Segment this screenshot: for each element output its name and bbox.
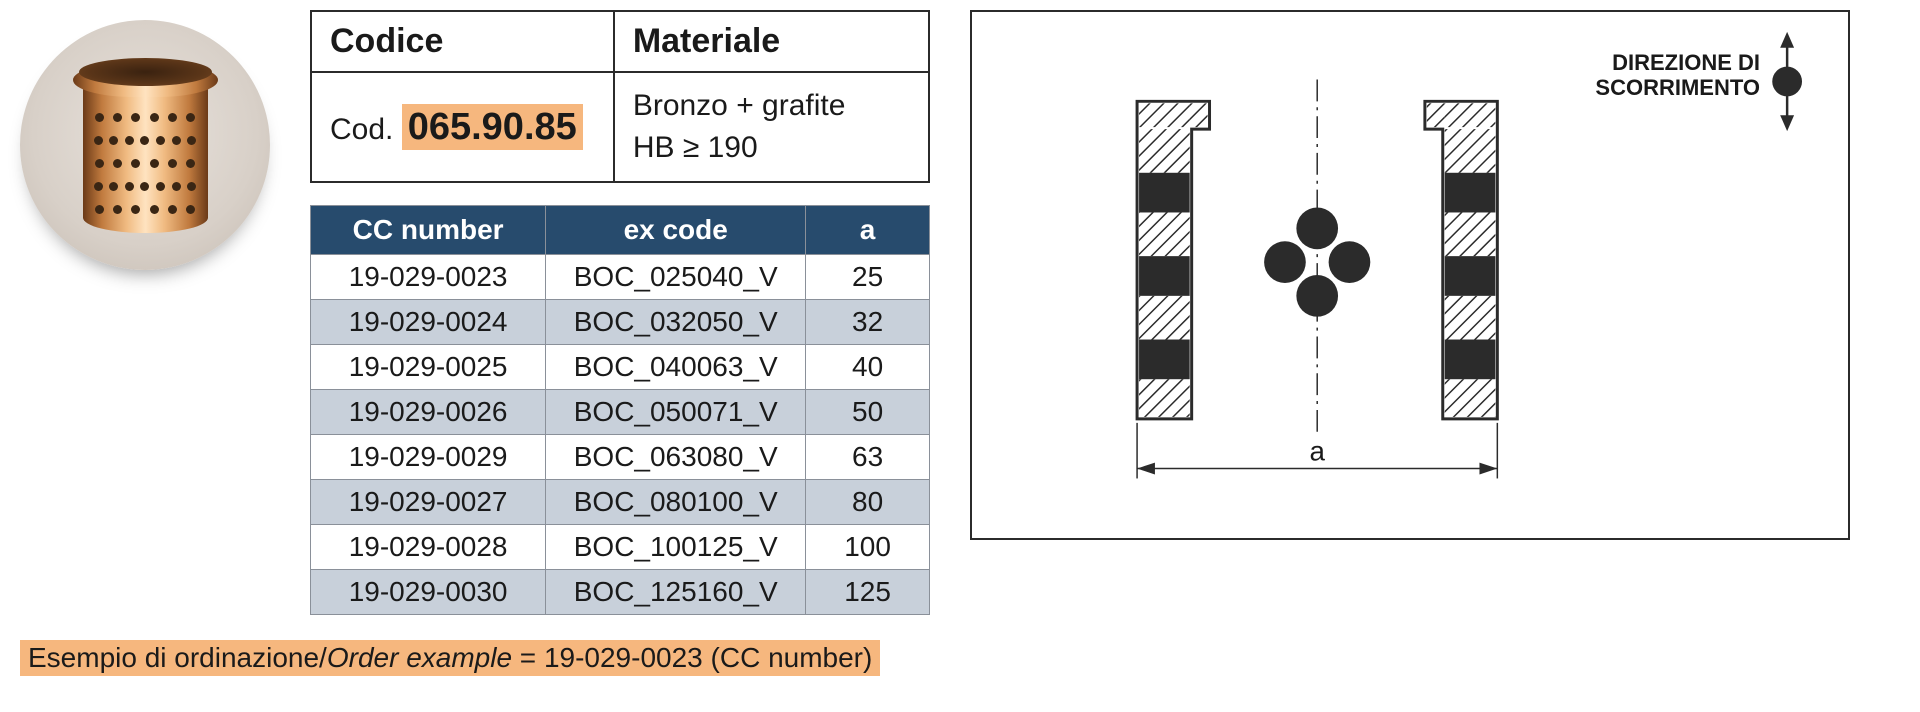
order-example-prefix: Esempio di ordinazione/ [28, 642, 327, 673]
table-cell: 19-029-0026 [311, 390, 546, 435]
table-row: 19-029-0030BOC_125160_V125 [311, 570, 930, 615]
bushing-illustration [73, 58, 218, 233]
materiale-header: Materiale [633, 22, 780, 60]
material-line1: Bronzo + grafite [633, 89, 846, 122]
table-cell: 40 [806, 345, 930, 390]
info-table: Codice Materiale Cod. 065.90.85 Bronzo +… [310, 10, 930, 183]
table-cell: 25 [806, 255, 930, 300]
table-cell: 19-029-0030 [311, 570, 546, 615]
direction-line2: SCORRIMENTO [1595, 75, 1760, 100]
table-cell: 100 [806, 525, 930, 570]
col-cc-number: CC number [311, 206, 546, 255]
material-line2: HB ≥ 190 [633, 131, 758, 164]
order-example-italic: Order example [327, 642, 512, 673]
table-cell: 19-029-0024 [311, 300, 546, 345]
table-cell: BOC_063080_V [546, 435, 806, 480]
direction-arrow-icon [1772, 32, 1802, 131]
table-cell: 125 [806, 570, 930, 615]
direction-line1: DIREZIONE DI [1612, 50, 1760, 75]
table-row: 19-029-0026BOC_050071_V50 [311, 390, 930, 435]
table-row: 19-029-0028BOC_100125_V100 [311, 525, 930, 570]
table-row: 19-029-0029BOC_063080_V63 [311, 435, 930, 480]
codice-header: Codice [330, 22, 443, 60]
order-example-suffix: = 19-029-0023 (CC number) [512, 642, 872, 673]
technical-diagram: DIREZIONE DI SCORRIMENTO [970, 10, 1850, 540]
table-row: 19-029-0023BOC_025040_V25 [311, 255, 930, 300]
table-row: 19-029-0027BOC_080100_V80 [311, 480, 930, 525]
table-cell: 50 [806, 390, 930, 435]
col-a: a [806, 206, 930, 255]
table-cell: 32 [806, 300, 930, 345]
table-cell: BOC_025040_V [546, 255, 806, 300]
table-cell: 19-029-0027 [311, 480, 546, 525]
dimension-a-label: a [1309, 436, 1325, 467]
table-cell: BOC_125160_V [546, 570, 806, 615]
table-cell: 63 [806, 435, 930, 480]
table-cell: BOC_100125_V [546, 525, 806, 570]
table-cell: BOC_032050_V [546, 300, 806, 345]
table-row: 19-029-0025BOC_040063_V40 [311, 345, 930, 390]
table-cell: BOC_080100_V [546, 480, 806, 525]
data-table: CC number ex code a 19-029-0023BOC_02504… [310, 205, 930, 615]
table-cell: 19-029-0023 [311, 255, 546, 300]
product-image [20, 20, 270, 270]
table-cell: 19-029-0028 [311, 525, 546, 570]
col-ex-code: ex code [546, 206, 806, 255]
table-cell: BOC_050071_V [546, 390, 806, 435]
table-cell: BOC_040063_V [546, 345, 806, 390]
table-cell: 80 [806, 480, 930, 525]
table-row: 19-029-0024BOC_032050_V32 [311, 300, 930, 345]
cod-label: Cod. [330, 113, 393, 146]
cod-value: 065.90.85 [402, 104, 583, 150]
table-cell: 19-029-0025 [311, 345, 546, 390]
order-example: Esempio di ordinazione/Order example = 1… [20, 640, 880, 676]
table-cell: 19-029-0029 [311, 435, 546, 480]
